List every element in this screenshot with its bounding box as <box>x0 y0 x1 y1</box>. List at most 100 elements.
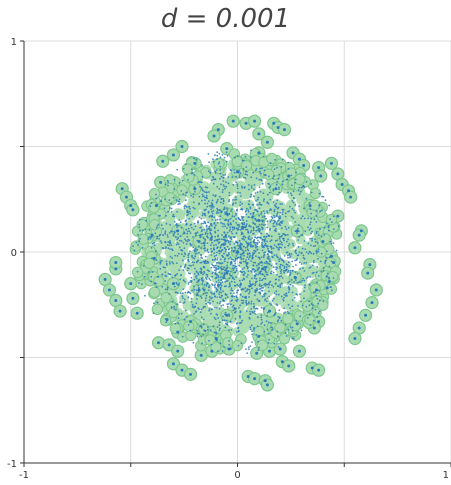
data-point <box>260 179 263 182</box>
data-point <box>137 233 139 236</box>
data-point <box>231 267 234 269</box>
data-point <box>231 215 234 218</box>
data-point <box>160 200 163 203</box>
data-point <box>176 273 179 275</box>
data-point <box>246 242 248 245</box>
point-halo <box>272 295 283 306</box>
data-point <box>255 226 258 229</box>
data-point <box>283 293 286 296</box>
data-point <box>173 231 176 234</box>
data-point <box>228 199 231 201</box>
data-point <box>257 236 259 239</box>
data-point <box>317 250 320 253</box>
data-point <box>281 183 284 186</box>
data-point <box>278 186 280 189</box>
data-point <box>226 154 229 157</box>
data-point <box>328 265 331 268</box>
data-point <box>298 236 300 238</box>
data-point <box>173 308 176 310</box>
data-point <box>248 235 251 238</box>
data-point <box>250 193 253 196</box>
data-point <box>248 238 251 241</box>
data-point <box>224 187 227 190</box>
data-point <box>225 147 229 151</box>
data-point <box>268 283 271 286</box>
point-halo <box>309 282 321 295</box>
data-point <box>275 290 278 293</box>
data-point <box>300 300 303 303</box>
data-point <box>218 302 221 305</box>
data-point <box>240 227 243 230</box>
data-point <box>247 232 250 234</box>
data-point <box>264 244 267 247</box>
data-point <box>210 308 213 311</box>
data-point <box>291 326 294 329</box>
data-point <box>245 209 248 212</box>
data-point <box>171 282 175 286</box>
data-point <box>209 329 212 331</box>
data-point <box>329 286 332 288</box>
data-point <box>212 264 215 267</box>
data-point <box>253 310 256 313</box>
data-point <box>244 249 247 252</box>
data-point <box>197 273 200 276</box>
data-point <box>302 267 304 269</box>
data-point <box>216 186 219 188</box>
data-point <box>206 186 209 189</box>
data-point <box>207 153 210 155</box>
data-point <box>247 270 250 272</box>
data-point <box>240 321 243 324</box>
data-point <box>269 245 272 248</box>
data-point <box>268 260 271 263</box>
data-point <box>168 232 171 234</box>
data-point <box>220 305 223 307</box>
data-point <box>210 206 213 208</box>
data-point <box>252 229 255 232</box>
data-point <box>316 250 318 252</box>
data-point <box>258 227 261 230</box>
data-point <box>258 214 260 217</box>
data-point <box>219 342 222 345</box>
data-point <box>201 277 204 279</box>
data-point <box>187 259 190 262</box>
data-point <box>273 175 275 178</box>
data-point <box>211 199 214 202</box>
data-point <box>257 349 260 351</box>
data-point <box>206 242 209 245</box>
data-point <box>177 317 180 319</box>
data-point <box>254 246 257 249</box>
data-point <box>243 187 246 189</box>
data-point <box>176 241 179 244</box>
data-point <box>208 296 211 298</box>
data-point <box>182 167 185 170</box>
data-point <box>212 300 215 303</box>
data-point <box>267 332 270 335</box>
data-point <box>227 241 230 244</box>
data-point <box>188 230 191 233</box>
data-point <box>266 300 268 303</box>
data-point <box>311 264 314 267</box>
data-point <box>225 269 228 272</box>
data-point <box>262 307 265 310</box>
data-point <box>166 288 169 291</box>
data-point <box>277 248 280 251</box>
data-point <box>239 294 242 296</box>
data-point <box>154 204 158 208</box>
data-point <box>180 265 182 268</box>
data-point <box>193 313 195 315</box>
data-point <box>221 319 224 321</box>
data-point <box>212 210 215 212</box>
data-point <box>230 261 232 264</box>
data-point <box>258 258 261 260</box>
data-point <box>249 231 252 234</box>
data-point <box>218 238 221 241</box>
point-halo <box>325 283 338 295</box>
data-point <box>155 259 158 262</box>
data-point <box>332 277 335 279</box>
data-point <box>250 324 253 327</box>
data-point <box>228 229 231 232</box>
data-point <box>225 185 228 188</box>
data-point <box>258 263 260 266</box>
data-point <box>233 226 236 229</box>
data-point <box>221 350 224 352</box>
